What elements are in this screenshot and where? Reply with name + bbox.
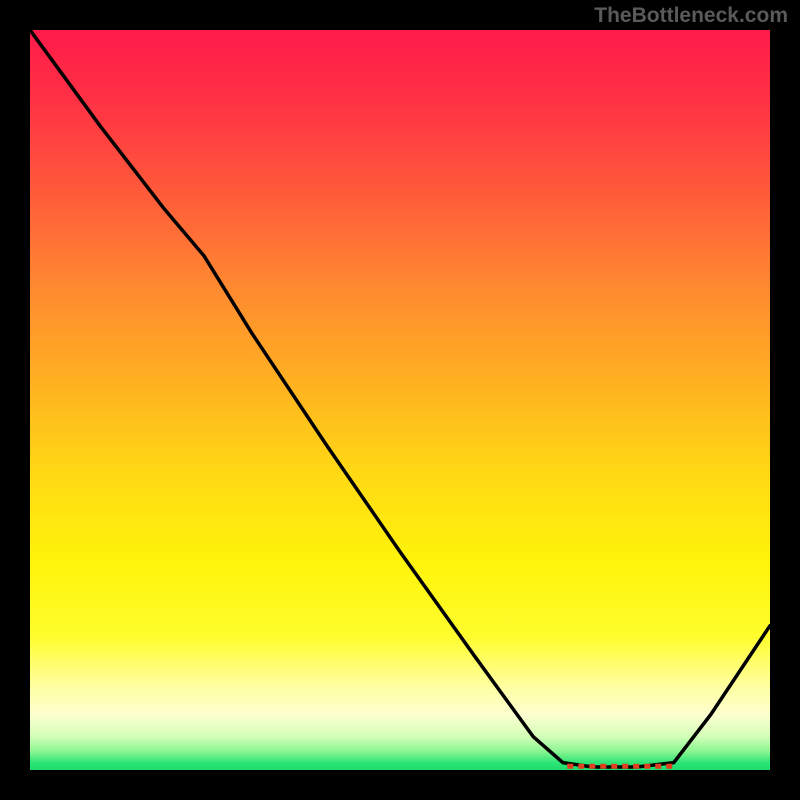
gradient-background	[30, 30, 770, 770]
chart-svg	[30, 30, 770, 770]
watermark-text: TheBottleneck.com	[594, 4, 788, 28]
chart-plot-area	[30, 30, 770, 770]
